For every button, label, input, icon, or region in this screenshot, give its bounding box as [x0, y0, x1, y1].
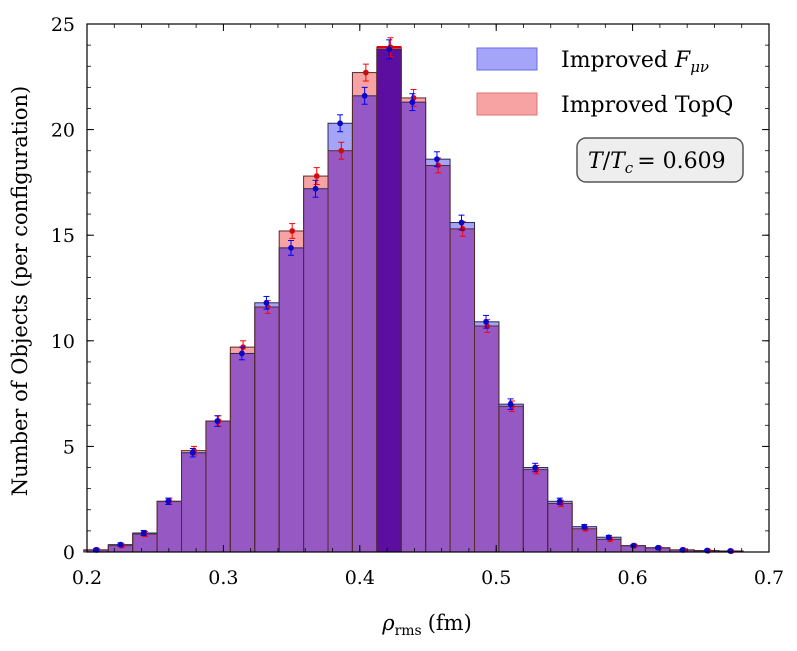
data-point-series-1-15	[460, 226, 465, 231]
x-tick-label-0: 0.2	[72, 567, 102, 589]
y-tick-label-0: 0	[63, 542, 75, 564]
bar-overlap-10	[328, 151, 352, 552]
x-tick-label-1: 0.3	[208, 567, 238, 589]
data-point-series-0-18	[533, 465, 538, 470]
y-tick-label-5: 25	[51, 14, 75, 36]
data-point-series-0-4	[190, 450, 195, 455]
legend-label-series-0: Improved Fμν	[561, 48, 709, 76]
data-point-series-1-9	[314, 173, 319, 178]
bar-overlap-17	[499, 406, 523, 552]
bar-overlap-3	[157, 501, 181, 552]
bar-overlap-18	[523, 470, 547, 552]
data-point-series-1-11	[363, 70, 368, 75]
data-point-series-0-8	[288, 245, 293, 250]
data-point-series-0-1	[118, 542, 123, 547]
data-point-series-1-8	[290, 228, 295, 233]
data-point-series-0-21	[606, 535, 611, 540]
legend-swatch-series-1	[477, 93, 537, 115]
bar-overlap-20	[572, 529, 596, 552]
data-point-series-1-10	[339, 148, 344, 153]
bar-overlap-16	[475, 326, 499, 552]
temperature-annotation: T/Tc= 0.609	[577, 138, 743, 182]
data-point-series-0-17	[508, 402, 513, 407]
data-point-series-0-19	[557, 499, 562, 504]
legend-label-series-1: Improved TopQ	[561, 93, 733, 118]
data-point-series-0-11	[362, 93, 367, 98]
annotation-text: T/Tc= 0.609	[588, 149, 726, 177]
data-point-series-0-3	[166, 499, 171, 504]
y-tick-label-3: 15	[51, 225, 75, 247]
y-tick-label-4: 20	[51, 120, 75, 142]
data-point-series-0-6	[239, 351, 244, 356]
legend: Improved Fμν Improved TopQ	[477, 48, 733, 118]
data-point-series-0-10	[338, 121, 343, 126]
data-point-series-0-12	[387, 47, 392, 52]
bar-overlap-12	[377, 49, 401, 552]
bar-overlap-7	[255, 307, 279, 552]
data-point-series-0-2	[141, 530, 146, 535]
bar-overlap-14	[426, 166, 450, 552]
bar-overlap-19	[548, 503, 572, 552]
data-point-series-0-20	[582, 524, 587, 529]
data-point-series-0-26	[728, 548, 733, 553]
data-point-series-1-14	[436, 163, 441, 168]
x-tick-label-5: 0.7	[754, 567, 784, 589]
data-point-series-0-5	[215, 418, 220, 423]
x-tick-label-3: 0.5	[481, 567, 511, 589]
bar-overlap-15	[450, 229, 474, 552]
data-point-series-0-7	[264, 300, 269, 305]
y-tick-label-2: 10	[51, 331, 75, 353]
data-point-series-0-13	[410, 100, 415, 105]
bar-overlap-13	[401, 102, 425, 552]
data-point-series-0-22	[631, 543, 636, 548]
bar-overlap-4	[182, 453, 206, 552]
bar-overlap-8	[279, 248, 303, 552]
data-point-series-0-16	[483, 319, 488, 324]
legend-swatch-series-0	[477, 48, 537, 70]
bar-overlap-11	[352, 96, 376, 552]
bar-overlap-9	[304, 189, 328, 552]
y-tick-label-1: 5	[63, 436, 75, 458]
x-tick-label-2: 0.4	[345, 567, 375, 589]
bar-overlap-5	[206, 421, 230, 552]
x-axis-label: ρrms(fm)	[381, 611, 472, 639]
data-point-series-0-14	[434, 157, 439, 162]
data-point-series-0-9	[313, 186, 318, 191]
bar-overlap-6	[230, 353, 254, 552]
data-point-series-0-15	[459, 220, 464, 225]
x-tick-label-4: 0.6	[617, 567, 647, 589]
y-axis-label: Number of Objects (per configuration)	[8, 86, 32, 497]
